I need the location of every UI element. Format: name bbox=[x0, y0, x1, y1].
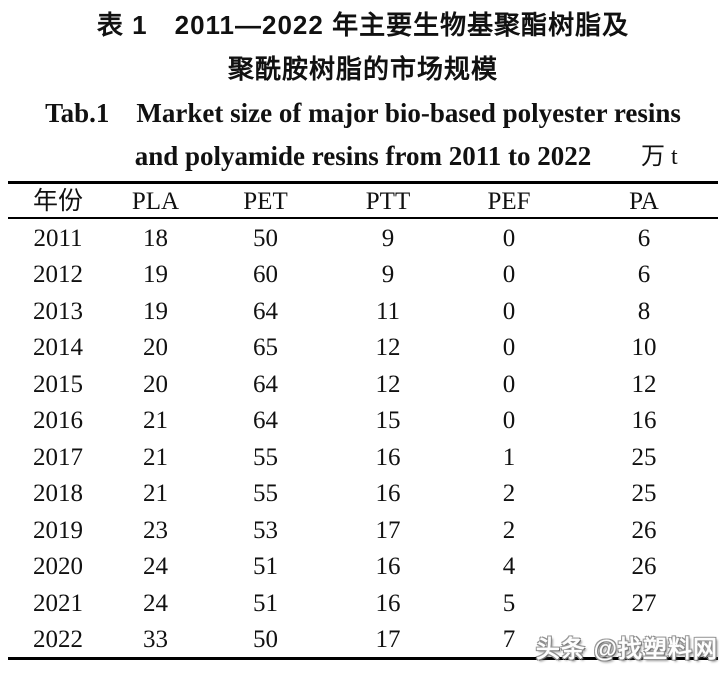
value-cell: 16 bbox=[375, 553, 401, 581]
value-cell: 16 bbox=[375, 480, 401, 508]
value-cell: 17 bbox=[375, 516, 401, 544]
table-row: 2017 21 55 16 1 25 bbox=[8, 438, 718, 475]
unit-label: 万 t bbox=[641, 144, 678, 170]
value-cell: 17 bbox=[375, 626, 401, 654]
table-title-chinese-line2: 聚酰胺树脂的市场规模 bbox=[227, 54, 498, 84]
value-cell: 0 bbox=[502, 261, 516, 289]
value-cell: 0 bbox=[502, 224, 516, 252]
year-cell: 2020 bbox=[33, 553, 83, 581]
value-cell: 5 bbox=[502, 589, 516, 617]
value-cell: 27 bbox=[631, 589, 657, 617]
value-cell: 26 bbox=[631, 553, 657, 581]
year-cell: 2019 bbox=[33, 516, 83, 544]
value-cell: 50 bbox=[253, 626, 278, 654]
value-cell: 16 bbox=[631, 407, 657, 435]
value-cell: 64 bbox=[253, 370, 278, 398]
value-cell: 16 bbox=[375, 443, 401, 471]
value-cell: 12 bbox=[375, 370, 401, 398]
value-cell: 21 bbox=[143, 443, 168, 471]
value-cell: 19 bbox=[143, 297, 168, 325]
value-cell: 0 bbox=[502, 407, 516, 435]
year-cell: 2021 bbox=[33, 589, 83, 617]
value-cell: 15 bbox=[375, 407, 401, 435]
value-cell: 20 bbox=[143, 334, 168, 362]
table-row: 2020 24 51 16 4 26 bbox=[8, 548, 718, 585]
column-header: PLA bbox=[131, 188, 180, 215]
column-header: 年份 bbox=[32, 188, 83, 215]
value-cell: 1 bbox=[502, 443, 516, 471]
value-cell: 9 bbox=[381, 224, 395, 252]
value-cell: 0 bbox=[502, 370, 516, 398]
value-cell: 60 bbox=[253, 261, 278, 289]
value-cell: 53 bbox=[253, 516, 278, 544]
value-cell: 21 bbox=[143, 407, 168, 435]
value-cell: 23 bbox=[143, 516, 168, 544]
year-cell: 2013 bbox=[33, 297, 83, 325]
table-row: 2011 18 50 9 0 6 bbox=[8, 219, 718, 256]
value-cell: 10 bbox=[631, 334, 657, 362]
value-cell: 51 bbox=[253, 553, 278, 581]
value-cell: 21 bbox=[143, 480, 168, 508]
value-cell: 24 bbox=[143, 553, 168, 581]
year-cell: 2017 bbox=[33, 443, 83, 471]
column-header: PA bbox=[629, 188, 659, 215]
value-cell: 26 bbox=[631, 516, 657, 544]
value-cell: 18 bbox=[143, 224, 168, 252]
column-header: PEF bbox=[487, 188, 531, 215]
value-cell: 16 bbox=[375, 589, 401, 617]
table-row: 2019 23 53 17 2 26 bbox=[8, 511, 718, 548]
value-cell: 20 bbox=[143, 370, 168, 398]
value-cell: 33 bbox=[143, 626, 168, 654]
value-cell: 2 bbox=[502, 480, 516, 508]
value-cell: 12 bbox=[631, 370, 657, 398]
market-size-table: 年份 PLA PET PTT PEF PA 2011 18 50 9 0 6 2012 19 60 9 0 6 20… bbox=[8, 181, 718, 660]
table-row: 2018 21 55 16 2 25 bbox=[8, 475, 718, 512]
value-cell: 6 bbox=[637, 224, 651, 252]
value-cell: 25 bbox=[631, 480, 657, 508]
value-cell: 55 bbox=[253, 443, 278, 471]
value-cell: 0 bbox=[502, 334, 516, 362]
value-cell: 64 bbox=[253, 297, 278, 325]
value-cell: 6 bbox=[637, 261, 651, 289]
year-cell: 2016 bbox=[33, 407, 83, 435]
watermark-text: 头条 @找塑料网 bbox=[535, 636, 718, 663]
column-header: PTT bbox=[365, 188, 411, 215]
value-cell: 51 bbox=[253, 589, 278, 617]
value-cell: 25 bbox=[631, 443, 657, 471]
table-title-chinese-line1: 表 1 2011—2022 年主要生物基聚酯树脂及 bbox=[96, 10, 630, 40]
table-row: 2021 24 51 16 5 27 bbox=[8, 584, 718, 621]
table-header-row: 年份 PLA PET PTT PEF PA bbox=[8, 184, 718, 219]
value-cell: 0 bbox=[502, 297, 516, 325]
value-cell: 65 bbox=[253, 334, 278, 362]
table-row: 2022 33 50 17 7 bbox=[8, 621, 718, 658]
table-row: 2015 20 64 12 0 12 bbox=[8, 365, 718, 402]
table-title-english-line1: Tab.1 Market size of major bio-based pol… bbox=[45, 98, 681, 128]
table-row: 2012 19 60 9 0 6 bbox=[8, 256, 718, 293]
table-title-english-line2: and polyamide resins from 2011 to 2022 bbox=[134, 141, 592, 171]
value-cell: 12 bbox=[375, 334, 401, 362]
value-cell: 11 bbox=[375, 297, 401, 325]
value-cell: 9 bbox=[381, 261, 395, 289]
value-cell: 64 bbox=[253, 407, 278, 435]
year-cell: 2014 bbox=[33, 334, 83, 362]
year-cell: 2011 bbox=[33, 224, 83, 252]
value-cell: 55 bbox=[253, 480, 278, 508]
value-cell: 7 bbox=[502, 626, 516, 654]
value-cell: 2 bbox=[502, 516, 516, 544]
value-cell: 50 bbox=[253, 224, 278, 252]
year-cell: 2018 bbox=[33, 480, 83, 508]
column-header: PET bbox=[243, 188, 288, 215]
year-cell: 2015 bbox=[33, 370, 83, 398]
table-row: 2016 21 64 15 0 16 bbox=[8, 402, 718, 439]
year-cell: 2012 bbox=[33, 261, 83, 289]
table-row: 2013 19 64 11 0 8 bbox=[8, 292, 718, 329]
year-cell: 2022 bbox=[33, 626, 83, 654]
table-row: 2014 20 65 12 0 10 bbox=[8, 329, 718, 366]
value-cell: 19 bbox=[143, 261, 168, 289]
value-cell: 4 bbox=[502, 553, 516, 581]
value-cell: 8 bbox=[637, 297, 651, 325]
value-cell: 24 bbox=[143, 589, 168, 617]
